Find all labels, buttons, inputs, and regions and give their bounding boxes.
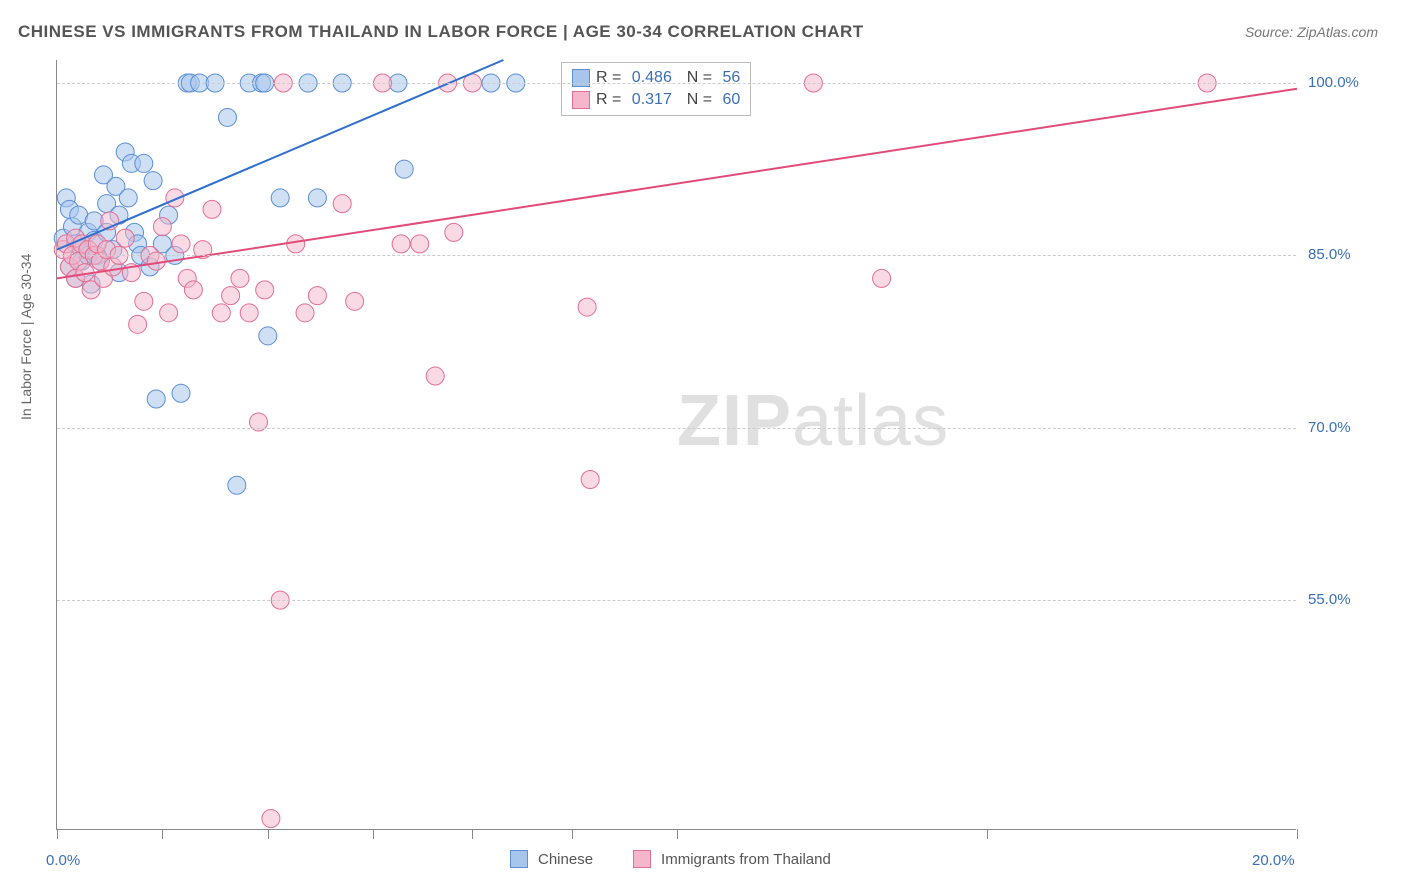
x-tick <box>373 829 374 839</box>
gridline-y <box>57 255 1296 256</box>
data-point <box>256 281 274 299</box>
gridline-y <box>57 428 1296 429</box>
x-tick <box>572 829 573 839</box>
x-tick <box>1297 829 1298 839</box>
data-point <box>119 189 137 207</box>
data-point <box>271 189 289 207</box>
data-point <box>212 304 230 322</box>
x-tick <box>162 829 163 839</box>
data-point <box>147 390 165 408</box>
x-tick <box>987 829 988 839</box>
source-attribution: Source: ZipAtlas.com <box>1245 24 1378 40</box>
data-point <box>296 304 314 322</box>
scatter-svg <box>57 60 1296 829</box>
chart-title: CHINESE VS IMMIGRANTS FROM THAILAND IN L… <box>18 22 864 42</box>
x-tick <box>472 829 473 839</box>
r-value-chinese: 0.486 <box>632 69 672 87</box>
data-point <box>184 281 202 299</box>
x-axis-max-label: 20.0% <box>1252 852 1295 869</box>
data-point <box>160 304 178 322</box>
data-point <box>395 160 413 178</box>
x-axis-min-label: 0.0% <box>46 852 80 869</box>
data-point <box>873 269 891 287</box>
data-point <box>135 154 153 172</box>
swatch-thailand <box>572 91 590 109</box>
data-point <box>259 327 277 345</box>
data-point <box>308 287 326 305</box>
data-point <box>172 235 190 253</box>
gridline-y <box>57 600 1296 601</box>
data-point <box>228 476 246 494</box>
data-point <box>581 470 599 488</box>
data-point <box>333 195 351 213</box>
data-point <box>411 235 429 253</box>
n-value-thailand: 60 <box>723 91 741 109</box>
legend-stats-box: R = 0.486 N = 56 R = 0.317 N = 60 <box>561 62 751 116</box>
chart-container: CHINESE VS IMMIGRANTS FROM THAILAND IN L… <box>0 0 1406 892</box>
legend-swatch-thailand <box>633 850 651 868</box>
data-point <box>346 292 364 310</box>
data-point <box>116 229 134 247</box>
data-point <box>203 200 221 218</box>
data-point <box>153 218 171 236</box>
data-point <box>240 304 258 322</box>
data-point <box>262 810 280 828</box>
data-point <box>219 108 237 126</box>
r-value-thailand: 0.317 <box>632 91 672 109</box>
legend-label-thailand: Immigrants from Thailand <box>661 851 831 868</box>
x-tick <box>268 829 269 839</box>
gridline-y <box>57 83 1296 84</box>
n-value-chinese: 56 <box>723 69 741 87</box>
legend-label-chinese: Chinese <box>538 851 593 868</box>
legend-bottom: Chinese Immigrants from Thailand <box>510 850 831 868</box>
legend-stats-row-thailand: R = 0.317 N = 60 <box>572 89 740 111</box>
x-tick <box>57 829 58 839</box>
data-point <box>231 269 249 287</box>
x-tick <box>677 829 678 839</box>
data-point <box>144 172 162 190</box>
y-axis-label: In Labor Force | Age 30-34 <box>18 254 34 420</box>
y-tick-label: 100.0% <box>1308 74 1359 91</box>
y-tick-label: 85.0% <box>1308 246 1351 263</box>
data-point <box>426 367 444 385</box>
data-point <box>308 189 326 207</box>
data-point <box>222 287 240 305</box>
swatch-chinese <box>572 69 590 87</box>
legend-swatch-chinese <box>510 850 528 868</box>
legend-stats-row-chinese: R = 0.486 N = 56 <box>572 67 740 89</box>
data-point <box>129 315 147 333</box>
data-point <box>287 235 305 253</box>
plot-area: ZIPatlas R = 0.486 N = 56 R = 0.317 N = … <box>56 60 1296 830</box>
y-tick-label: 70.0% <box>1308 419 1351 436</box>
data-point <box>392 235 410 253</box>
data-point <box>445 223 463 241</box>
y-tick-label: 55.0% <box>1308 591 1351 608</box>
data-point <box>135 292 153 310</box>
trend-line <box>57 89 1297 279</box>
data-point <box>578 298 596 316</box>
data-point <box>172 384 190 402</box>
